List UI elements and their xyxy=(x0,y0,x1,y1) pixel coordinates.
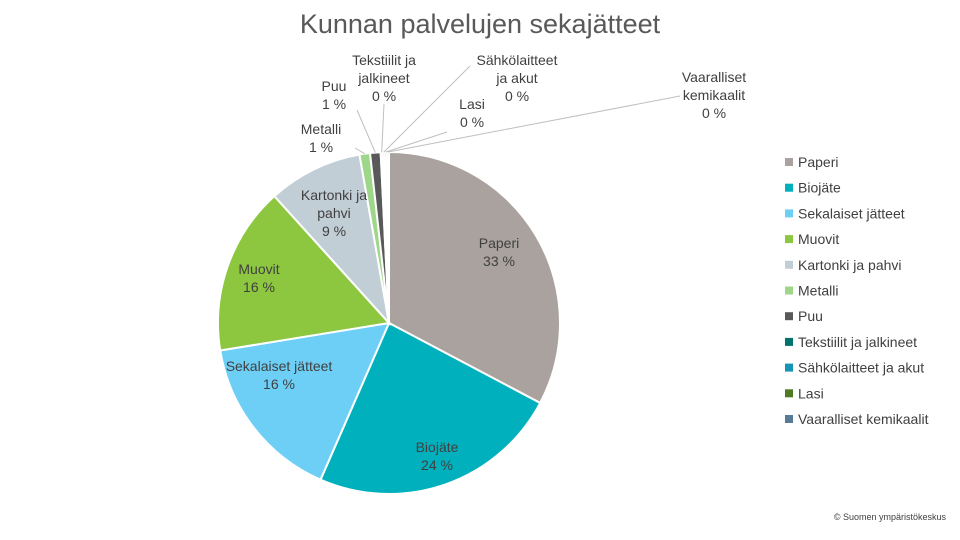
legend-label-lasi: Lasi xyxy=(798,385,824,401)
data-label-kartonki-ja-pahvi: Kartonki ja pahvi 9 % xyxy=(301,187,367,239)
legend-swatch-paperi xyxy=(785,158,793,166)
slice-sekalaiset-jatteet[interactable] xyxy=(219,321,391,482)
data-label-sahkolaitteet-ja-akut: Sähkölaitteet ja akut 0 % xyxy=(477,52,558,104)
chart-title: Kunnan palvelujen sekajätteet xyxy=(300,9,661,39)
data-label-paperi: Paperi 33 % xyxy=(479,235,519,269)
data-labels: Paperi 33 % Biojäte 24 % Sekalaiset jätteet 1… xyxy=(226,52,747,473)
slice-muovit[interactable] xyxy=(217,194,391,352)
leader-line-sahkolaitteet-ja-akut xyxy=(383,65,471,153)
leader-line-tekstiilit-ja-jalkineet xyxy=(381,103,385,153)
leader-line-lasi xyxy=(385,131,448,153)
leader-line-vaaralliset-kemikaalit xyxy=(387,95,681,153)
copyright-credit: © Suomen ympäristökeskus xyxy=(834,512,947,522)
legend-label-vaaralliset-kemikaalit: Vaaralliset kemikaalit xyxy=(798,411,929,427)
slice-biojate[interactable] xyxy=(319,321,542,495)
legend-swatch-kartonki-ja-pahvi xyxy=(785,260,793,269)
data-label-biojate: Biojäte 24 % xyxy=(416,439,459,473)
leader-line-puu xyxy=(356,109,376,153)
data-label-lasi: Lasi 0 % xyxy=(459,96,485,130)
legend-label-kartonki-ja-pahvi: Kartonki ja pahvi xyxy=(798,257,902,273)
legend-label-puu: Puu xyxy=(798,308,823,324)
slice-kartonki-ja-pahvi[interactable] xyxy=(272,153,391,327)
slice-paperi[interactable] xyxy=(388,150,561,405)
legend: Paperi Biojäte Sekalaiset jätteet Muovit Kar… xyxy=(785,154,929,427)
leader-line-metalli xyxy=(354,147,365,155)
data-label-tekstiilit-ja-jalkineet: Tekstiilit ja jalkineet 0 % xyxy=(352,52,416,104)
pie-slices xyxy=(217,150,561,495)
legend-swatch-lasi xyxy=(785,389,793,398)
data-label-muovit: Muovit 16 % xyxy=(238,261,279,295)
legend-swatch-vaaralliset-kemikaalit xyxy=(785,415,793,423)
legend-label-paperi: Paperi xyxy=(798,154,838,170)
legend-swatch-muovit xyxy=(785,235,793,244)
legend-swatch-puu xyxy=(785,312,793,321)
legend-label-biojate: Biojäte xyxy=(798,180,841,196)
data-label-puu: Puu 1 % xyxy=(322,78,347,112)
data-label-sekalaiset-jatteet: Sekalaiset jätteet 16 % xyxy=(226,358,333,392)
legend-swatch-biojate xyxy=(785,183,793,192)
legend-label-metalli: Metalli xyxy=(798,283,838,299)
legend-swatch-tekstiilit-ja-jalkineet xyxy=(785,337,793,346)
legend-swatch-sekalaiset-jatteet xyxy=(785,209,793,218)
legend-label-tekstiilit-ja-jalkineet: Tekstiilit ja jalkineet xyxy=(798,334,917,350)
leader-lines xyxy=(354,65,681,155)
legend-label-sekalaiset-jatteet: Sekalaiset jätteet xyxy=(798,205,905,221)
legend-label-sahkolaitteet-ja-akut: Sähkölaitteet ja akut xyxy=(798,360,924,376)
data-label-metalli: Metalli 1 % xyxy=(301,121,341,155)
legend-swatch-sahkolaitteet-ja-akut xyxy=(785,363,793,372)
data-label-vaaralliset-kemikaalit: Vaaralliset kemikaalit 0 % xyxy=(682,69,746,121)
legend-label-muovit: Muovit xyxy=(798,231,839,247)
legend-swatch-metalli xyxy=(785,286,793,295)
